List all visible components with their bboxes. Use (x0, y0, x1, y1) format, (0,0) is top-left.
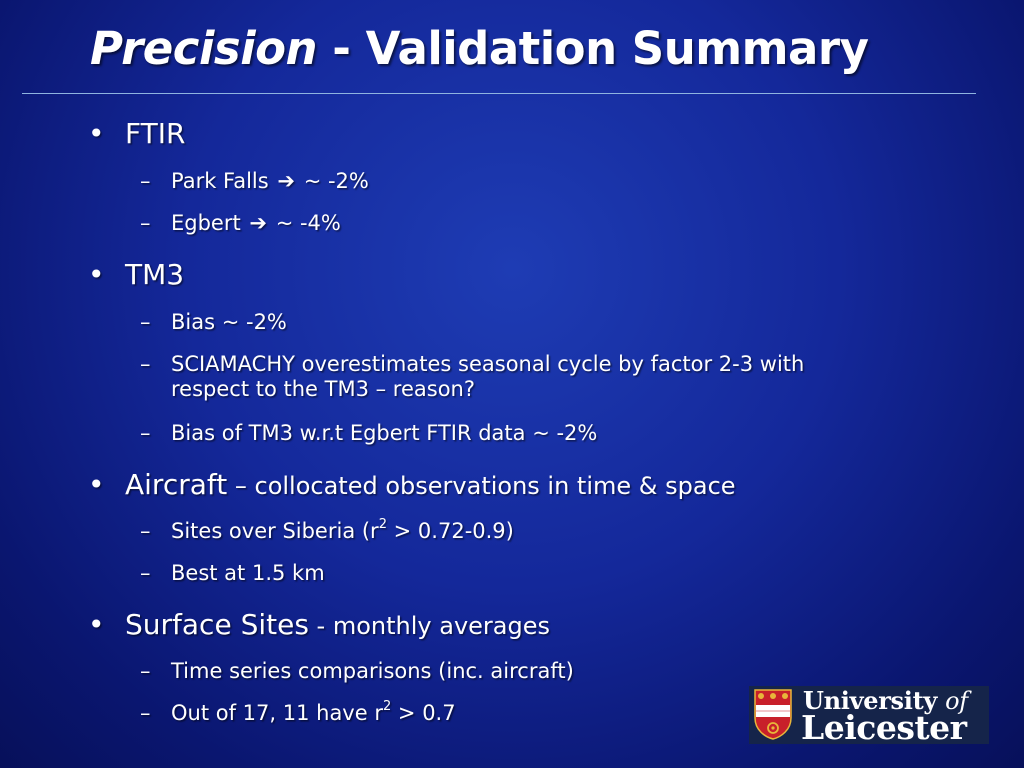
bullet-ftir: • FTIR (88, 118, 185, 150)
sub-text-after: > 0.7 (391, 701, 456, 725)
bullet-label: TM3 (125, 258, 185, 291)
title-rest: - Validation Summary (317, 22, 869, 75)
dash-marker: – (140, 701, 151, 725)
sub-text: Time series comparisons (inc. aircraft) (171, 659, 574, 683)
sub-value: ~ -2% (303, 169, 369, 193)
sub-item-time-series: – Time series comparisons (inc. aircraft) (140, 659, 574, 684)
bullet-suffix: – collocated observations in time & spac… (227, 472, 736, 500)
slide-title: Precision - Validation Summary (90, 22, 869, 75)
dash-marker: – (140, 211, 151, 235)
sub-item-out-of-17: – Out of 17, 11 have r2 > 0.7 (140, 699, 456, 726)
title-emphasis: Precision (90, 22, 318, 75)
dash-marker: – (140, 519, 151, 543)
sub-text-after: > 0.72-0.9) (386, 519, 514, 543)
bullet-marker: • (88, 258, 105, 291)
dash-marker: – (140, 169, 151, 193)
sub-item-park-falls: – Park Falls ➔ ~ -2% (140, 169, 369, 194)
superscript: 2 (382, 699, 392, 714)
bullet-label: FTIR (125, 117, 186, 150)
sub-text-line2: respect to the TM3 – reason? (171, 377, 475, 401)
bullet-tm3: • TM3 (88, 259, 184, 291)
dash-marker: – (140, 352, 151, 376)
superscript: 2 (378, 517, 387, 532)
logo-of: of (945, 687, 968, 715)
bullet-marker: • (88, 468, 105, 501)
sub-item-sciamachy: – SCIAMACHY overestimates seasonal cycle … (140, 352, 804, 402)
sub-value: ~ -4% (275, 211, 341, 235)
sub-item-bias-egbert: – Bias of TM3 w.r.t Egbert FTIR data ~ -2… (140, 421, 597, 446)
dash-marker: – (140, 659, 151, 683)
sub-item-siberia: – Sites over Siberia (r2 > 0.72-0.9) (140, 517, 514, 544)
right-arrow-icon: ➔ (277, 169, 295, 193)
sub-text: Bias of TM3 w.r.t Egbert FTIR data ~ -2% (171, 421, 598, 445)
bullet-aircraft: • Aircraft – collocated observations in t… (88, 469, 736, 502)
bullet-marker: • (88, 117, 105, 150)
sub-text: Egbert (171, 211, 241, 235)
dash-marker: – (140, 561, 151, 585)
university-logo: University of Leicester (749, 686, 989, 747)
bullet-marker: • (88, 608, 105, 641)
sub-text: Best at 1.5 km (171, 561, 325, 585)
dash-marker: – (140, 421, 151, 445)
title-divider (22, 93, 976, 94)
bullet-surface-sites: • Surface Sites - monthly averages (88, 609, 550, 642)
logo-university: University (803, 686, 938, 715)
logo-city: Leicester (801, 708, 967, 747)
sub-item-egbert: – Egbert ➔ ~ -4% (140, 211, 341, 236)
bullet-suffix: - monthly averages (308, 612, 550, 640)
sub-item-best-at: – Best at 1.5 km (140, 561, 325, 586)
sub-text: Park Falls (171, 169, 269, 193)
logo-university-text: University of (803, 686, 968, 715)
sub-text: Bias ~ -2% (171, 310, 287, 334)
sub-text: Sites over Siberia (r (171, 519, 379, 543)
bullet-label: Aircraft (125, 468, 228, 501)
sub-text: Out of 17, 11 have r (171, 701, 383, 725)
dash-marker: – (140, 310, 151, 334)
crest-icon (754, 689, 792, 740)
right-arrow-icon: ➔ (249, 211, 268, 235)
sub-text-line1: SCIAMACHY overestimates seasonal cycle b… (171, 352, 805, 376)
sub-item-bias: – Bias ~ -2% (140, 310, 287, 335)
bullet-label: Surface Sites (125, 608, 309, 641)
